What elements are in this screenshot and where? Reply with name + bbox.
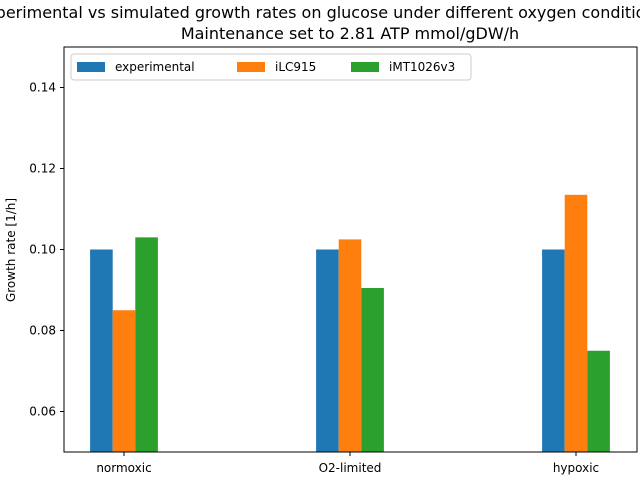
bar-imt1026v3-o2-limited — [361, 287, 384, 452]
y-axis-label: Growth rate [1/h] — [4, 198, 18, 302]
legend-swatch-imt1026v3 — [351, 62, 379, 72]
legend-label-experimental: experimental — [115, 60, 195, 74]
x-tick-label-o2-limited: O2-limited — [319, 461, 382, 475]
y-tick-label: 0.06 — [29, 405, 56, 419]
legend-swatch-ilc915 — [237, 62, 265, 72]
chart-title-line-1: Experimental vs simulated growth rates o… — [0, 3, 640, 22]
x-tick-label-hypoxic: hypoxic — [553, 461, 599, 475]
x-tick-label-normoxic: normoxic — [96, 461, 151, 475]
legend: experimental iLC915 iMT1026v3 — [70, 53, 472, 81]
bar-experimental-normoxic — [90, 249, 113, 452]
x-axis-ticks: normoxic O2-limited hypoxic — [96, 452, 599, 475]
bar-experimental-o2-limited — [316, 249, 339, 452]
y-tick-label: 0.12 — [29, 162, 56, 176]
legend-label-ilc915: iLC915 — [275, 60, 316, 74]
y-tick-label: 0.10 — [29, 243, 56, 257]
y-tick-label: 0.14 — [29, 81, 56, 95]
bar-imt1026v3-normoxic — [135, 237, 158, 452]
y-tick-label: 0.08 — [29, 324, 56, 338]
bar-ilc915-hypoxic — [564, 194, 588, 452]
legend-label-imt1026v3: iMT1026v3 — [389, 60, 455, 74]
bar-experimental-hypoxic — [542, 249, 565, 452]
legend-box — [70, 53, 472, 81]
plot-frame — [63, 46, 638, 453]
bars-group — [90, 194, 610, 452]
bar-ilc915-normoxic — [112, 310, 136, 452]
chart-title-line-2: Maintenance set to 2.81 ATP mmol/gDW/h — [181, 24, 519, 43]
bar-imt1026v3-hypoxic — [587, 350, 610, 452]
bar-ilc915-o2-limited — [338, 239, 362, 452]
legend-swatch-experimental — [77, 62, 105, 72]
y-axis-ticks: 0.06 0.08 0.10 0.12 0.14 — [29, 81, 64, 419]
